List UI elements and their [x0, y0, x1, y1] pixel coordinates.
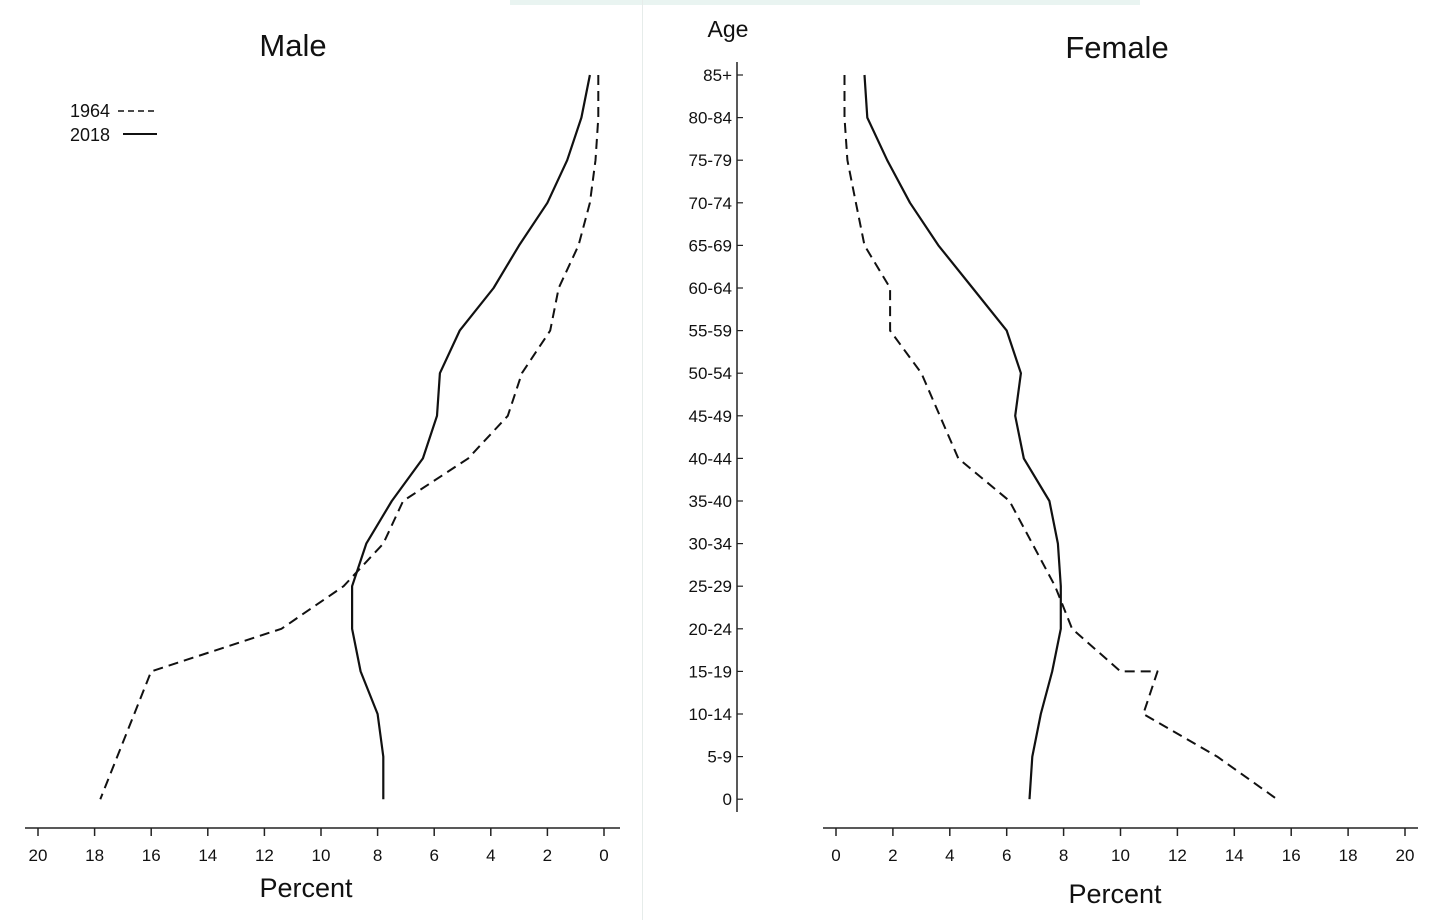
age-tick-label: 50-54: [689, 364, 732, 383]
age-tick-label: 40-44: [689, 449, 732, 468]
male-legend: 1964 2018: [70, 101, 157, 145]
female-x-tick-label: 14: [1225, 846, 1244, 865]
female-series-2018-line: [863, 74, 1062, 800]
female-x-tick-label: 18: [1339, 846, 1358, 865]
female-series-group: [843, 74, 1278, 801]
legend-label-2018: 2018: [70, 125, 110, 145]
age-tick-label: 5-9: [707, 748, 732, 767]
age-tick-label: 45-49: [689, 407, 732, 426]
male-series-2018-line: [351, 74, 591, 800]
panel-divider: [642, 0, 643, 920]
male-x-tick-label: 4: [486, 846, 495, 865]
male-x-tick-label: 16: [142, 846, 161, 865]
age-tick-label: 35-40: [689, 492, 732, 511]
age-axis-title: Age: [708, 16, 749, 42]
age-tick-label: 25-29: [689, 577, 732, 596]
age-tick-label: 70-74: [689, 194, 732, 213]
male-x-tick-label: 0: [599, 846, 608, 865]
age-axis: Age 85+ 80-84 75-79 70-74 65-69 60-64 55-59 50-…: [689, 16, 749, 812]
male-x-tick-label: 2: [543, 846, 552, 865]
age-tick-label: 80-84: [689, 109, 732, 128]
male-x-tick-label: 14: [198, 846, 217, 865]
male-x-tick-label: 6: [429, 846, 438, 865]
age-tick-label: 15-19: [689, 662, 732, 681]
female-chart-title: Female: [1065, 30, 1168, 65]
male-series-group: [99, 74, 600, 800]
male-x-tick-label: 8: [373, 846, 382, 865]
age-tick-label: 30-34: [689, 535, 732, 554]
legend-label-1964: 1964: [70, 101, 110, 121]
age-tick-label: 10-14: [689, 705, 732, 724]
female-x-tick-label: 16: [1282, 846, 1301, 865]
male-x-tick-label: 20: [29, 846, 48, 865]
female-x-tick-label: 0: [831, 846, 840, 865]
male-x-tick-label: 12: [255, 846, 274, 865]
female-x-tick-label: 2: [888, 846, 897, 865]
top-accent-bar: [510, 0, 1140, 5]
male-x-ticks: 20 18 16 14 12 10 8 6 4 2 0: [29, 828, 609, 865]
female-x-tick-label: 12: [1168, 846, 1187, 865]
female-x-ticks: 0 2 4 6 8 10 12 14 16 18 20: [831, 828, 1414, 865]
male-chart-title: Male: [259, 28, 326, 63]
male-x-tick-label: 18: [85, 846, 104, 865]
female-series-1964-line: [843, 75, 1278, 801]
male-series-1964-line: [99, 75, 600, 800]
male-x-tick-label: 10: [312, 846, 331, 865]
female-x-tick-label: 6: [1002, 846, 1011, 865]
age-tick-label: 55-59: [689, 322, 732, 341]
female-x-axis-label: Percent: [1068, 879, 1162, 909]
age-tick-label: 85+: [703, 66, 732, 85]
female-x-tick-label: 20: [1396, 846, 1415, 865]
age-tick-label: 0: [723, 790, 732, 809]
male-panel: Male 20 18 16 14 12 10 8 6 4 2 0 Percent 1964 2018: [25, 28, 620, 903]
age-tick-label: 20-24: [689, 620, 732, 639]
age-tick-labels: 85+ 80-84 75-79 70-74 65-69 60-64 55-59 50-54 45…: [689, 66, 743, 809]
male-x-axis-label: Percent: [259, 873, 353, 903]
female-x-tick-label: 10: [1111, 846, 1130, 865]
age-tick-label: 75-79: [689, 151, 732, 170]
female-x-tick-label: 8: [1059, 846, 1068, 865]
age-tick-label: 65-69: [689, 236, 732, 255]
female-x-tick-label: 4: [945, 846, 954, 865]
female-panel: Female 0 2 4 6 8 10 12 14 16 18 20 Percent: [823, 30, 1418, 909]
age-tick-label: 60-64: [689, 279, 732, 298]
